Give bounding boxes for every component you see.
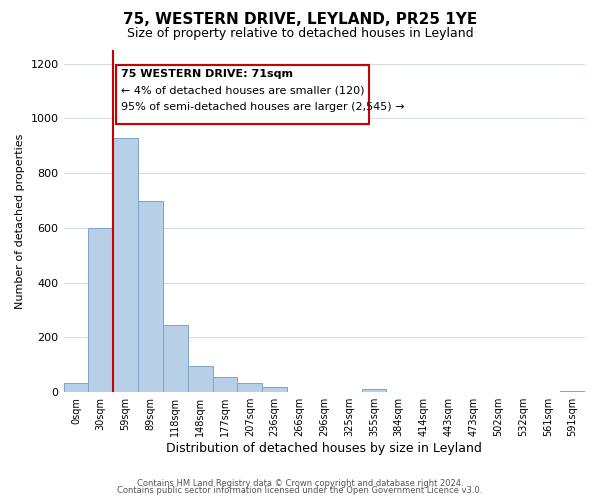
Bar bbox=[113, 138, 138, 392]
Bar bbox=[238, 384, 262, 392]
Bar bbox=[163, 325, 188, 392]
FancyBboxPatch shape bbox=[116, 65, 369, 124]
Bar bbox=[362, 389, 386, 392]
Text: Contains HM Land Registry data © Crown copyright and database right 2024.: Contains HM Land Registry data © Crown c… bbox=[137, 478, 463, 488]
Bar bbox=[212, 377, 238, 392]
Bar bbox=[262, 388, 287, 392]
Bar bbox=[64, 382, 88, 392]
Text: ← 4% of detached houses are smaller (120): ← 4% of detached houses are smaller (120… bbox=[121, 86, 364, 96]
Bar bbox=[88, 228, 113, 392]
Bar bbox=[138, 200, 163, 392]
Text: Size of property relative to detached houses in Leyland: Size of property relative to detached ho… bbox=[127, 28, 473, 40]
Bar bbox=[188, 366, 212, 392]
Y-axis label: Number of detached properties: Number of detached properties bbox=[15, 134, 25, 309]
Text: 75, WESTERN DRIVE, LEYLAND, PR25 1YE: 75, WESTERN DRIVE, LEYLAND, PR25 1YE bbox=[123, 12, 477, 28]
Text: 95% of semi-detached houses are larger (2,545) →: 95% of semi-detached houses are larger (… bbox=[121, 102, 404, 112]
Text: 75 WESTERN DRIVE: 71sqm: 75 WESTERN DRIVE: 71sqm bbox=[121, 69, 293, 79]
Bar bbox=[560, 391, 585, 392]
X-axis label: Distribution of detached houses by size in Leyland: Distribution of detached houses by size … bbox=[166, 442, 482, 455]
Text: Contains public sector information licensed under the Open Government Licence v3: Contains public sector information licen… bbox=[118, 486, 482, 495]
